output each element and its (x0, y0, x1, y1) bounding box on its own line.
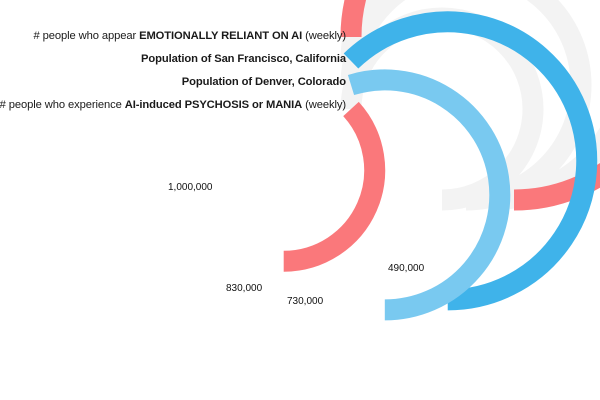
bar-3 (283, 101, 386, 272)
value-label-1: 830,000 (226, 283, 263, 294)
series-label-psychosis-mania: # people who experience AI-induced PSYCH… (0, 99, 346, 111)
value-label-3: 490,000 (388, 263, 425, 274)
series-label-emotionally-reliant: # people who appear EMOTIONALLY RELIANT … (33, 30, 346, 42)
series-label-san-francisco: Population of San Francisco, California (141, 53, 346, 65)
bar-1 (343, 11, 598, 311)
value-label-2: 730,000 (287, 296, 324, 307)
track-2 (340, 0, 592, 211)
bar-2 (347, 69, 511, 321)
scale-label: 1,000,000 (168, 182, 213, 193)
series-label-denver: Population of Denver, Colorado (181, 76, 346, 88)
